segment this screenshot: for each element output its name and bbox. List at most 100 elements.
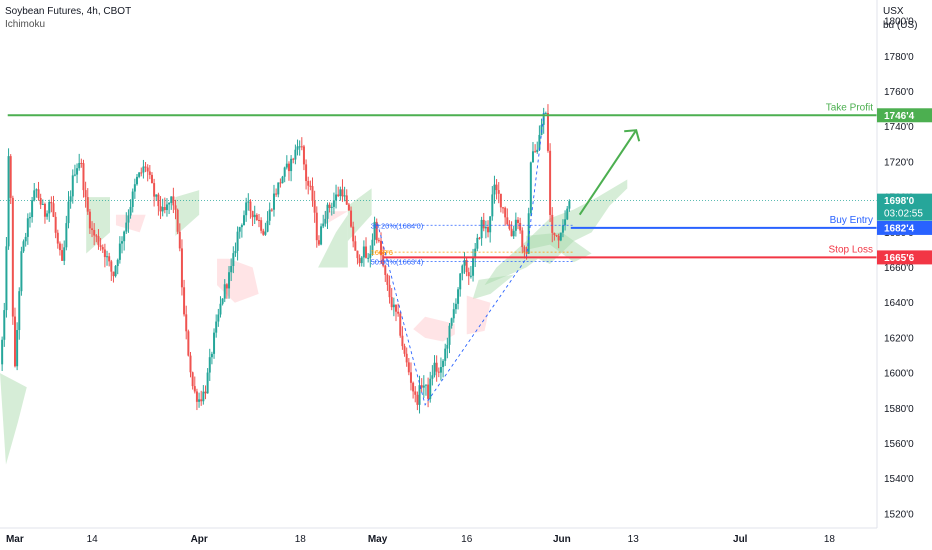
candle: [5, 236, 8, 318]
candle: [240, 223, 243, 238]
candle-body: [221, 298, 224, 304]
stop-loss-tag-label: 1665'6: [884, 253, 915, 264]
candle-body: [22, 241, 25, 252]
candle: [168, 202, 171, 215]
candle: [219, 296, 222, 318]
candle: [472, 248, 475, 282]
candle-body: [354, 241, 357, 251]
candle: [482, 212, 485, 232]
candle: [502, 206, 505, 214]
candle: [99, 237, 102, 251]
candle: [480, 216, 483, 246]
candle: [189, 351, 192, 378]
candle: [103, 243, 106, 268]
candle-body: [48, 202, 51, 214]
candle-body: [232, 253, 235, 267]
candle-body: [352, 226, 355, 242]
candle-body: [469, 275, 472, 277]
candle: [67, 191, 70, 229]
candle-body: [172, 196, 175, 206]
candle-body: [144, 166, 147, 168]
candle-body: [298, 146, 301, 148]
candle-body: [16, 330, 19, 367]
candle: [452, 302, 455, 323]
x-tick-label: Mar: [6, 534, 24, 545]
candle-body: [296, 146, 299, 150]
time-axis: [0, 528, 877, 550]
x-tick-label: 18: [824, 534, 836, 545]
candle-body: [367, 257, 370, 259]
candle-body: [350, 210, 353, 227]
candle-body: [106, 256, 109, 258]
candle-body: [448, 325, 451, 345]
candle-body: [262, 230, 265, 235]
candle-body: [99, 245, 102, 248]
candle: [294, 144, 297, 165]
candle: [56, 229, 59, 249]
candle: [268, 202, 271, 226]
candle: [499, 193, 502, 213]
candle: [253, 205, 256, 225]
candle-body: [463, 260, 466, 266]
candle-body: [320, 226, 323, 245]
candle-body: [204, 391, 207, 394]
candle: [31, 196, 34, 223]
candle: [133, 178, 136, 199]
candle: [71, 169, 74, 204]
fib-label-0: 38.20%(1684'0): [371, 221, 424, 230]
candle: [489, 216, 492, 243]
candle-body: [157, 194, 160, 207]
candle-body: [24, 236, 27, 242]
candle: [110, 259, 113, 282]
candle: [123, 230, 126, 251]
candle-body: [330, 206, 333, 208]
candle-body: [279, 182, 282, 184]
candle-body: [191, 372, 194, 387]
candle-body: [163, 207, 166, 211]
y-tick-label: 1580'0: [884, 404, 914, 415]
candle-body: [365, 246, 368, 258]
candle: [439, 357, 442, 381]
candle-body: [80, 162, 83, 164]
x-tick-label: Apr: [191, 534, 208, 545]
cloud-red-1: [217, 258, 259, 303]
candle-body: [491, 194, 494, 217]
candle: [339, 186, 342, 201]
candle-body: [529, 162, 532, 214]
y-tick-label: 1800'0: [884, 17, 914, 28]
candle: [414, 386, 417, 403]
candle: [112, 271, 115, 283]
candle: [356, 250, 359, 265]
candle-body: [546, 113, 549, 151]
candle-body: [155, 194, 158, 197]
candle: [401, 326, 404, 350]
candle: [202, 385, 205, 405]
candle-body: [549, 150, 552, 215]
candle: [198, 392, 201, 408]
candle-body: [446, 344, 449, 349]
candle-body: [510, 228, 513, 237]
candle-body: [465, 260, 468, 273]
candle: [442, 359, 445, 378]
candle-body: [324, 218, 327, 224]
candle-body: [183, 287, 186, 315]
cloud-green-2: [175, 190, 200, 236]
candle: [343, 186, 346, 202]
candle: [474, 242, 477, 267]
candle: [424, 384, 427, 396]
candle-body: [165, 204, 168, 211]
candle-body: [480, 219, 483, 239]
candle: [16, 322, 19, 371]
cloud-green-1: [86, 197, 110, 254]
candle: [365, 237, 368, 259]
candle-body: [54, 216, 57, 233]
candle-body: [277, 182, 280, 195]
unit-label: bu (US): [883, 20, 917, 31]
candle-body: [403, 346, 406, 354]
candle-body: [457, 289, 460, 304]
candle-body: [129, 206, 132, 216]
candle: [161, 198, 164, 217]
candle-body: [200, 399, 203, 402]
candle: [257, 213, 260, 228]
